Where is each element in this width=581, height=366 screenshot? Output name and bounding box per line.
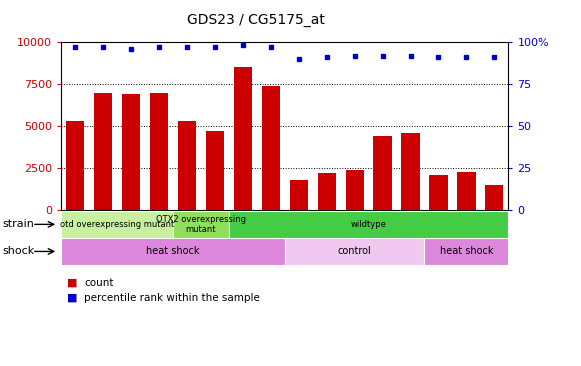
Bar <box>234 67 252 210</box>
Bar <box>401 133 419 210</box>
Text: heat shock: heat shock <box>146 246 200 257</box>
Bar <box>429 175 447 210</box>
Text: ■: ■ <box>67 278 77 288</box>
Text: OTX2 overexpressing
mutant: OTX2 overexpressing mutant <box>156 214 246 234</box>
Bar <box>346 170 364 210</box>
Bar <box>425 238 508 265</box>
Bar <box>289 180 308 210</box>
Text: otd overexpressing mutant: otd overexpressing mutant <box>60 220 174 229</box>
Bar <box>122 94 140 210</box>
Bar <box>285 238 425 265</box>
Text: count: count <box>84 278 114 288</box>
Bar <box>318 173 336 210</box>
Text: percentile rank within the sample: percentile rank within the sample <box>84 292 260 303</box>
Bar <box>94 93 112 210</box>
Text: heat shock: heat shock <box>440 246 493 257</box>
Bar <box>178 121 196 210</box>
Text: strain: strain <box>3 219 35 229</box>
Bar <box>229 211 508 238</box>
Bar <box>261 86 280 210</box>
Bar <box>61 238 285 265</box>
Bar <box>457 172 475 210</box>
Text: GDS23 / CG5175_at: GDS23 / CG5175_at <box>187 14 325 27</box>
Bar <box>66 121 84 210</box>
Bar <box>61 211 173 238</box>
Bar <box>173 211 229 238</box>
Bar <box>485 185 504 210</box>
Bar <box>206 131 224 210</box>
Text: shock: shock <box>3 246 35 257</box>
Text: wildtype: wildtype <box>351 220 386 229</box>
Bar <box>150 93 168 210</box>
Text: control: control <box>338 246 371 257</box>
Text: ■: ■ <box>67 292 77 303</box>
Bar <box>374 137 392 210</box>
